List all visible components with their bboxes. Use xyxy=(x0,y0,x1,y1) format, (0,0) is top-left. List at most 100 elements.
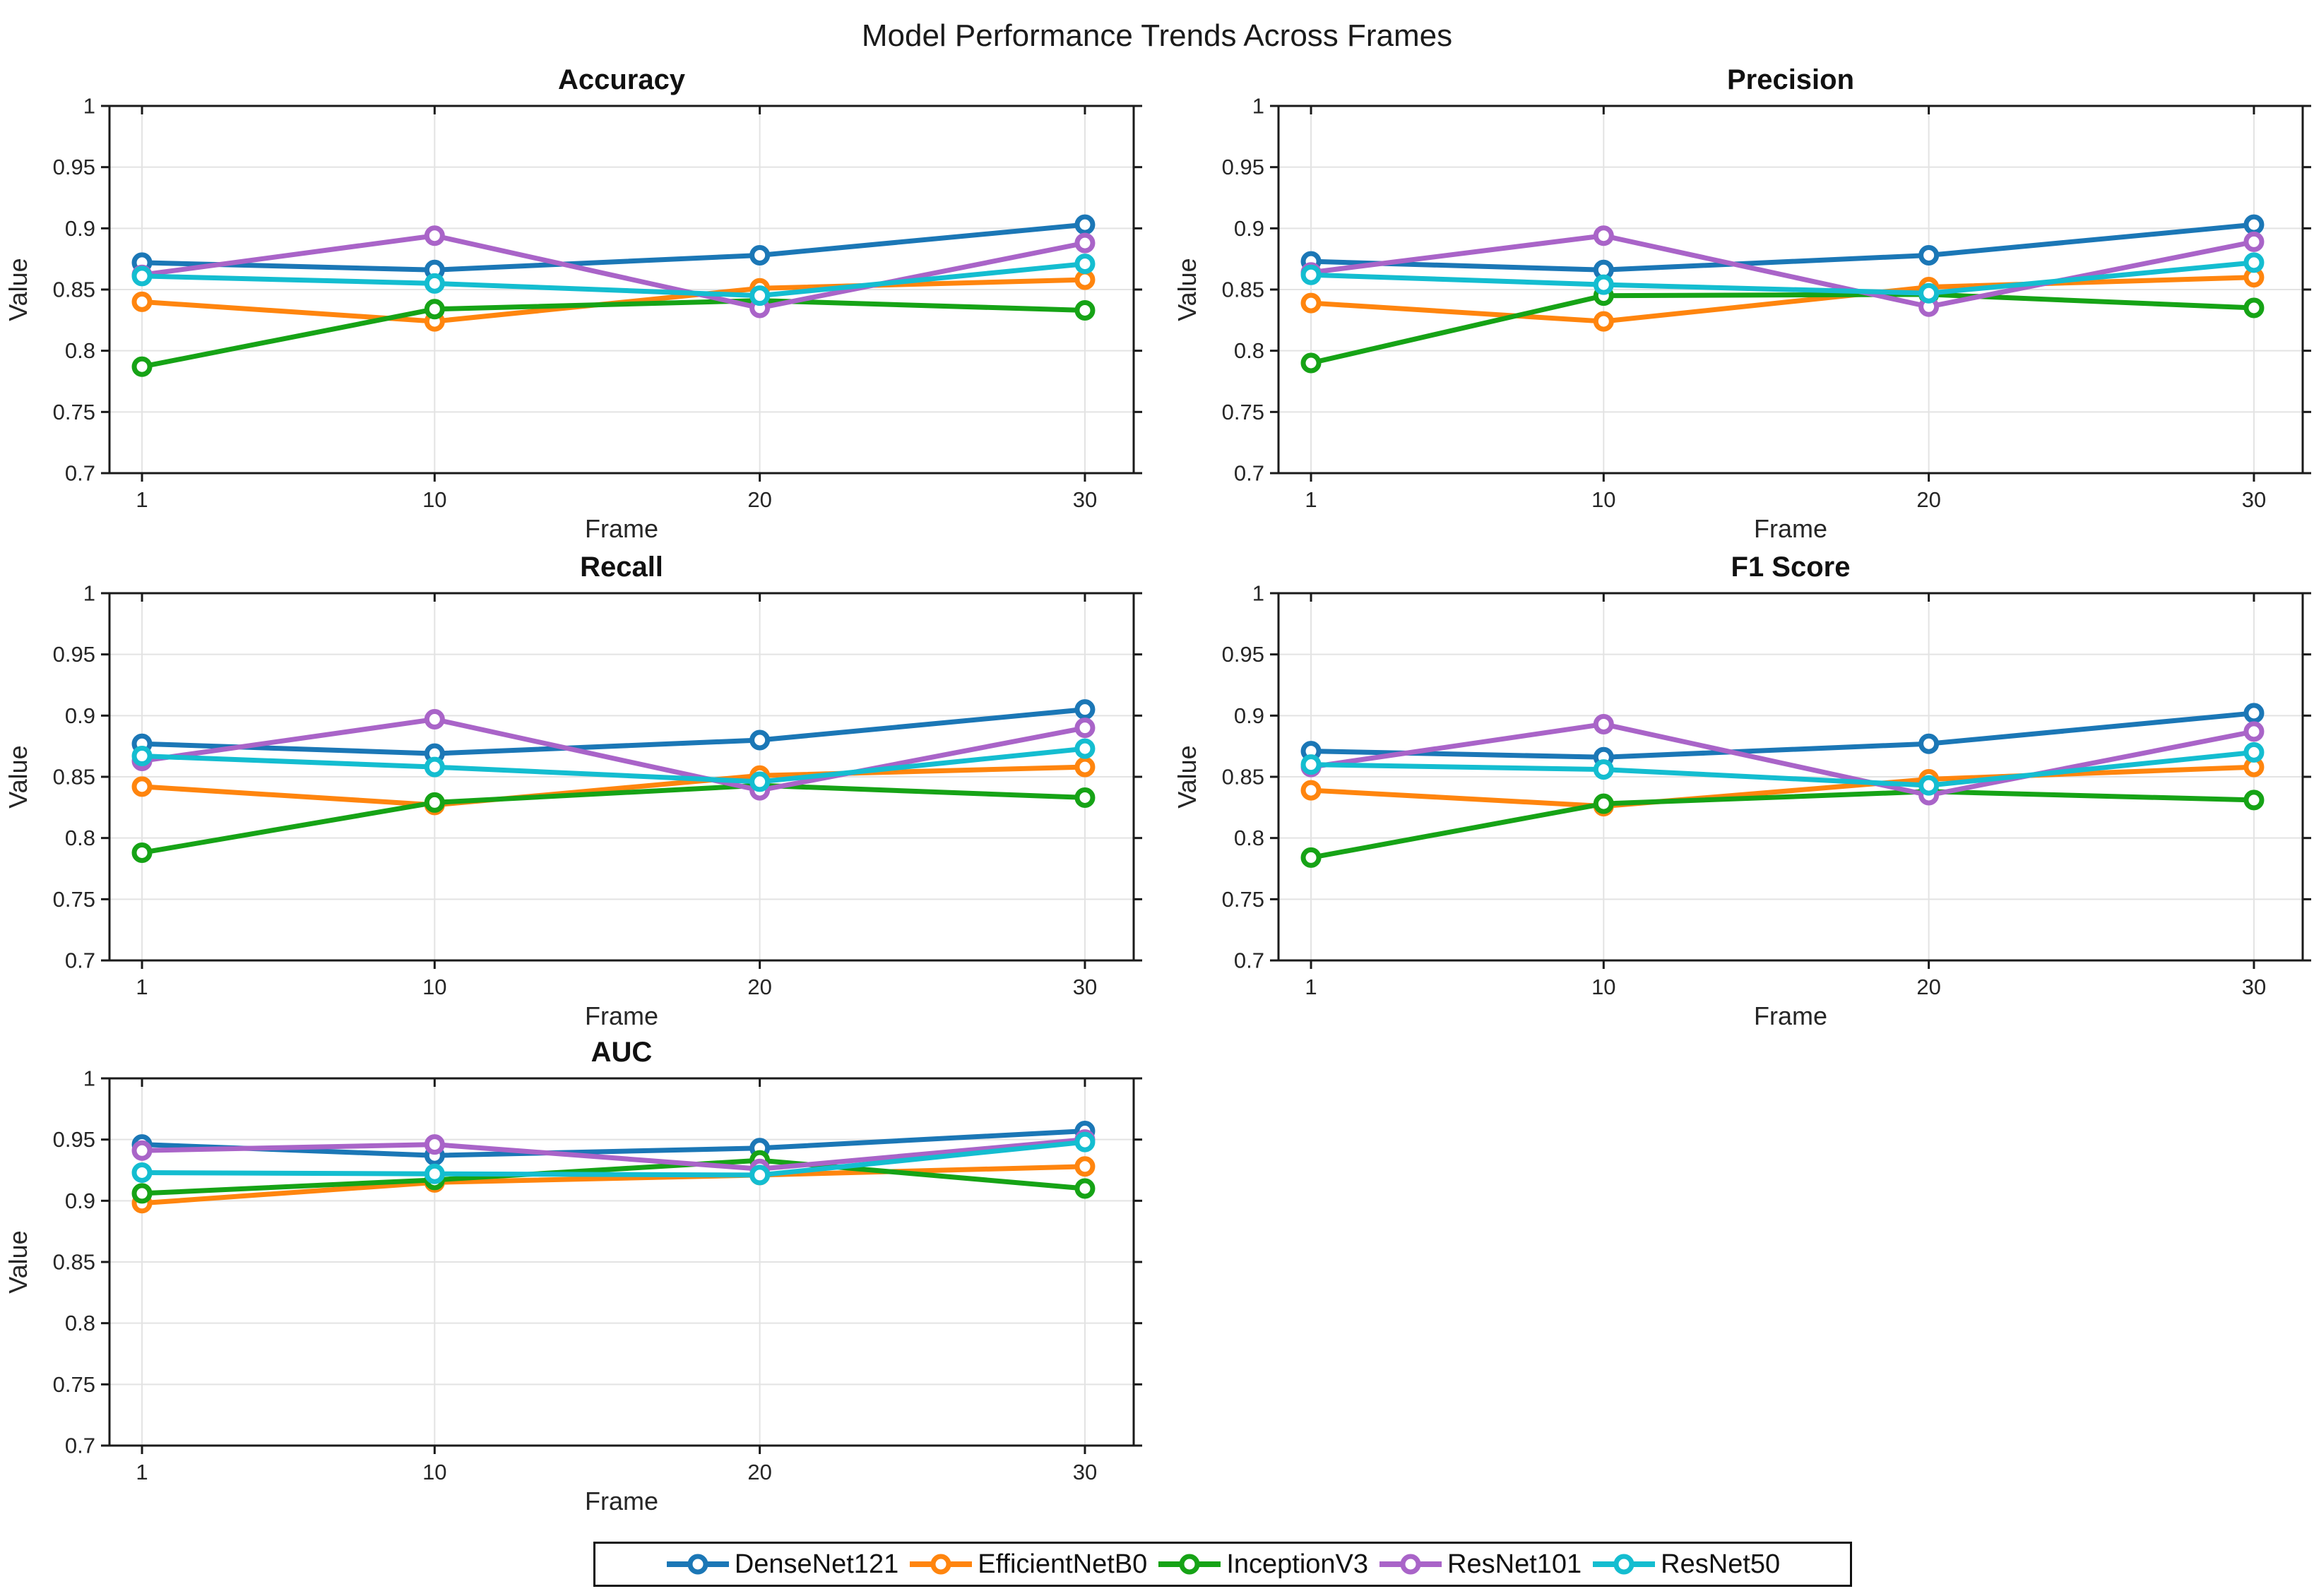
data-marker-DenseNet121 xyxy=(1918,733,1940,754)
y-tick-label: 0.85 xyxy=(53,765,95,790)
legend-item-DenseNet121: DenseNet121 xyxy=(665,1549,898,1580)
data-marker-InceptionV3 xyxy=(1074,299,1096,321)
data-marker-InceptionV3 xyxy=(131,842,153,863)
data-marker-InceptionV3 xyxy=(2243,790,2265,811)
data-marker-InceptionV3 xyxy=(1300,352,1322,374)
y-axis-label: Value xyxy=(4,1230,32,1293)
y-tick-label: 0.8 xyxy=(65,1311,95,1335)
data-marker-ResNet101 xyxy=(424,709,445,730)
y-tick-label: 0.95 xyxy=(53,155,95,179)
x-tick-label: 1 xyxy=(136,1460,148,1484)
x-tick-label: 30 xyxy=(1073,1460,1097,1484)
series-line-ResNet101 xyxy=(139,1137,1088,1172)
series-line-EfficientNetB0 xyxy=(139,1164,1088,1206)
y-tick-label: 1 xyxy=(1252,581,1264,606)
data-marker-EfficientNetB0 xyxy=(1074,756,1096,778)
y-tick-label: 0.75 xyxy=(1222,887,1264,912)
series-line-InceptionV3 xyxy=(139,298,1088,369)
series-line-ResNet101 xyxy=(1308,721,2257,798)
data-marker-ResNet101 xyxy=(131,1140,153,1161)
series-line-ResNet101 xyxy=(139,233,1088,311)
chart-plot-accuracy: 0.7 0.75 0.8 0.85 0.9 0.95 1 1 10 20 30 Frame Value xyxy=(4,94,1142,543)
y-tick-label: 1 xyxy=(1252,94,1264,119)
legend-marker-DenseNet121 xyxy=(666,1554,729,1575)
chart-plot-auc: 0.7 0.75 0.8 0.85 0.9 0.95 1 1 10 20 30 Frame Value xyxy=(4,1066,1142,1515)
y-tick-label: 0.95 xyxy=(1222,155,1264,179)
data-marker-EfficientNetB0 xyxy=(1074,269,1096,290)
data-marker-InceptionV3 xyxy=(131,356,153,377)
y-tick-label: 0.8 xyxy=(1234,826,1264,850)
data-marker-ResNet101 xyxy=(1593,713,1614,734)
chart-f1-score: F1 Score 0.7 0.75 0.8 0.85 0.9 0.95 1 1 10 20 30 Fr… xyxy=(1169,547,2314,1035)
x-tick-label: 1 xyxy=(1305,975,1317,999)
series-line-DenseNet121 xyxy=(1308,710,2257,760)
data-marker-EfficientNetB0 xyxy=(131,291,153,312)
x-tick-label: 20 xyxy=(1916,975,1940,999)
data-marker-ResNet50 xyxy=(749,1165,771,1186)
y-tick-label: 1 xyxy=(83,94,95,119)
x-axis-label: Frame xyxy=(585,1487,658,1515)
y-tick-label: 0.9 xyxy=(1234,703,1264,728)
y-tick-label: 0.95 xyxy=(1222,642,1264,667)
chart-title: Accuracy xyxy=(557,64,686,95)
series-line-ResNet50 xyxy=(1308,260,2257,296)
chart-recall: Recall 0.7 0.75 0.8 0.85 0.9 0.95 1 1 10 20 30 Fram… xyxy=(0,547,1173,1035)
data-marker-ResNet50 xyxy=(1074,1131,1096,1153)
series-line-InceptionV3 xyxy=(1308,292,2257,366)
series-line-EfficientNetB0 xyxy=(1308,275,2257,324)
data-marker-ResNet50 xyxy=(1300,754,1322,775)
data-marker-InceptionV3 xyxy=(1300,847,1322,868)
data-marker-ResNet50 xyxy=(2243,742,2265,763)
data-marker-DenseNet121 xyxy=(1918,244,1940,266)
data-marker-ResNet50 xyxy=(131,746,153,767)
legend-marker-ResNet50 xyxy=(1593,1554,1656,1575)
x-axis-label: Frame xyxy=(585,1001,658,1030)
series-line-EfficientNetB0 xyxy=(1308,764,2257,809)
chart-plot-f1-score: 0.7 0.75 0.8 0.85 0.9 0.95 1 1 10 20 30 Frame Value xyxy=(1173,581,2311,1030)
data-marker-ResNet50 xyxy=(1074,738,1096,759)
x-tick-label: 10 xyxy=(422,487,446,512)
data-marker-DenseNet121 xyxy=(749,729,771,751)
series-line-ResNet50 xyxy=(139,1139,1088,1178)
chart-plot-precision: 0.7 0.75 0.8 0.85 0.9 0.95 1 1 10 20 30 Frame Value xyxy=(1173,94,2311,543)
x-tick-label: 20 xyxy=(747,487,771,512)
x-tick-label: 1 xyxy=(1305,487,1317,512)
chart-title: Recall xyxy=(580,552,663,583)
data-marker-ResNet50 xyxy=(1593,274,1614,295)
legend-item-ResNet101: ResNet101 xyxy=(1378,1549,1582,1580)
x-tick-label: 10 xyxy=(1591,975,1615,999)
data-marker-ResNet101 xyxy=(2243,231,2265,252)
series-line-EfficientNetB0 xyxy=(139,277,1088,324)
data-marker-EfficientNetB0 xyxy=(1593,311,1614,332)
legend-item-ResNet50: ResNet50 xyxy=(1591,1549,1780,1580)
x-axis-label: Frame xyxy=(1754,1001,1827,1030)
legend-item-EfficientNetB0: EfficientNetB0 xyxy=(908,1549,1147,1580)
x-tick-label: 1 xyxy=(136,487,148,512)
chart-title: Precision xyxy=(1726,64,1855,95)
y-tick-label: 1 xyxy=(83,581,95,606)
x-tick-label: 1 xyxy=(136,975,148,999)
y-tick-label: 0.7 xyxy=(65,1434,95,1458)
data-marker-InceptionV3 xyxy=(1074,1178,1096,1199)
data-marker-InceptionV3 xyxy=(1074,787,1096,808)
data-marker-InceptionV3 xyxy=(131,1183,153,1204)
x-tick-label: 30 xyxy=(1073,975,1097,999)
y-axis-label: Value xyxy=(4,745,32,808)
data-marker-DenseNet121 xyxy=(2243,703,2265,724)
data-marker-ResNet50 xyxy=(1300,264,1322,285)
y-tick-label: 1 xyxy=(83,1066,95,1091)
legend-marker-EfficientNetB0 xyxy=(910,1554,973,1575)
chart-title: AUC xyxy=(591,1037,653,1068)
y-tick-label: 0.8 xyxy=(65,826,95,850)
series-line-ResNet101 xyxy=(1308,233,2257,309)
y-tick-label: 0.9 xyxy=(65,1189,95,1213)
series-line-ResNet50 xyxy=(1308,749,2257,788)
x-tick-label: 30 xyxy=(2242,975,2266,999)
data-marker-ResNet101 xyxy=(1074,232,1096,254)
y-axis-label: Value xyxy=(4,258,32,321)
y-tick-label: 0.7 xyxy=(1234,461,1264,486)
data-marker-ResNet50 xyxy=(424,1163,445,1184)
x-axis-label: Frame xyxy=(1754,514,1827,543)
y-tick-label: 0.75 xyxy=(53,1372,95,1397)
data-marker-EfficientNetB0 xyxy=(1300,780,1322,801)
